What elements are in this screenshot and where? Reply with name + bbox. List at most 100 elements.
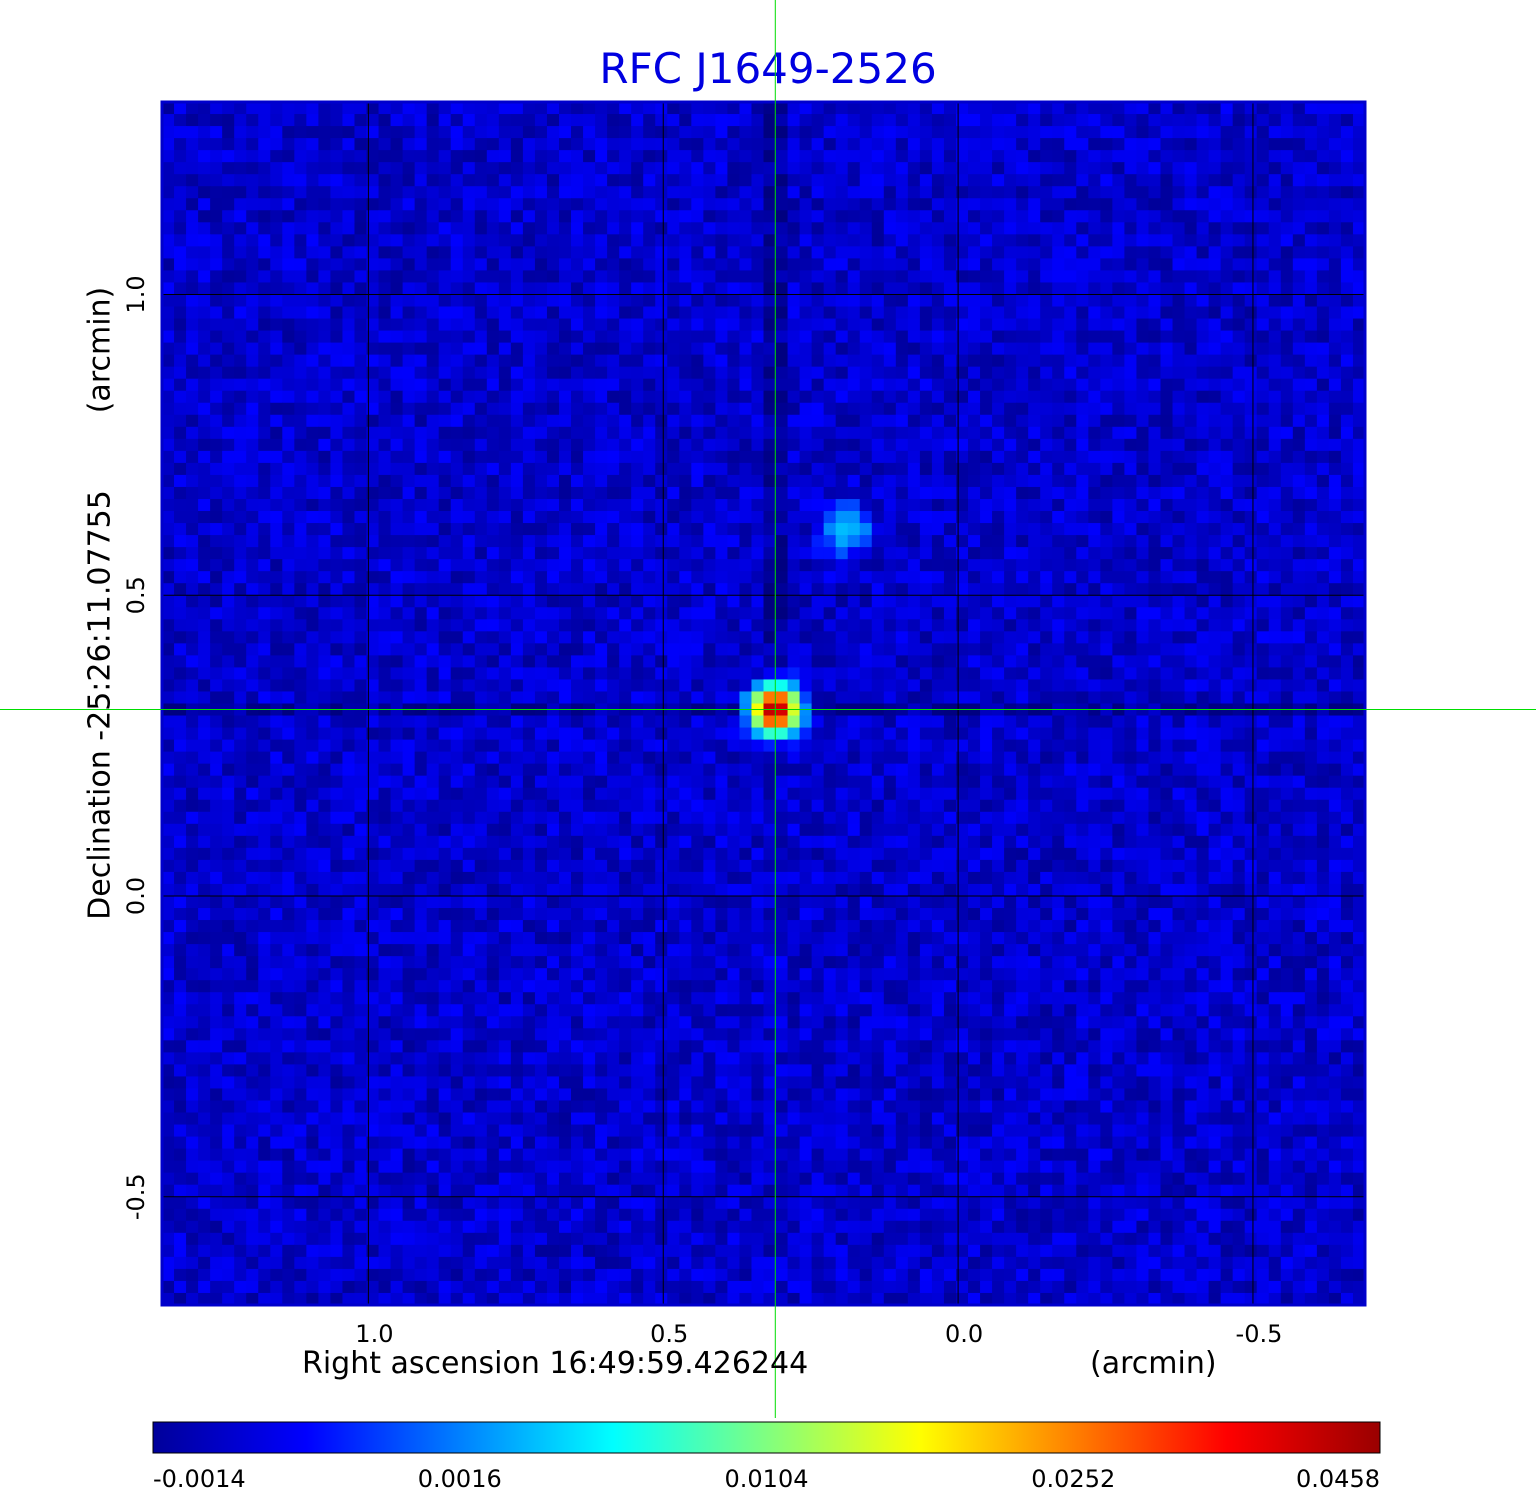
heat-cell — [174, 414, 187, 428]
heat-cell — [955, 631, 969, 644]
heat-cell — [835, 342, 849, 356]
heat-cell — [667, 222, 680, 235]
heat-cell — [775, 222, 789, 235]
heat-cell — [402, 571, 416, 584]
heat-cell — [1136, 234, 1150, 247]
heat-cell — [1196, 390, 1210, 404]
heat-cell — [1328, 198, 1342, 211]
heat-cell — [799, 450, 813, 464]
heat-cell — [1088, 210, 1101, 223]
heat-cell — [498, 498, 512, 512]
heat-cell — [751, 330, 765, 344]
heat-cell — [1124, 162, 1138, 175]
heat-cell — [1328, 607, 1342, 620]
heat-cell — [1340, 547, 1354, 560]
heat-cell — [1328, 571, 1342, 584]
heat-cell — [643, 547, 656, 560]
heat-cell — [1208, 210, 1222, 223]
heat-cell — [222, 511, 235, 524]
heat-cell — [715, 366, 729, 380]
heat-cell — [1064, 234, 1077, 247]
heat-cell — [847, 462, 861, 476]
heat-cell — [811, 619, 825, 632]
heat-cell — [571, 486, 584, 500]
heat-cell — [895, 559, 909, 572]
heat-cell — [607, 679, 620, 693]
heat-cell — [1088, 318, 1101, 332]
heat-cell — [546, 402, 560, 416]
heat-cell — [1112, 162, 1125, 175]
heat-cell — [246, 583, 259, 596]
heat-cell — [1040, 583, 1053, 596]
heat-cell — [1316, 222, 1330, 235]
heat-cell — [510, 126, 524, 139]
heat-cell — [835, 607, 849, 620]
heat-cell — [1232, 667, 1246, 681]
heat-cell — [234, 535, 247, 548]
heat-cell — [474, 547, 488, 560]
heat-cell — [1040, 450, 1053, 464]
heat-cell — [1280, 498, 1294, 512]
heat-cell — [943, 270, 957, 284]
heat-cell — [871, 162, 885, 175]
heat-cell — [234, 414, 247, 428]
heat-cell — [342, 631, 356, 644]
heat-cell — [679, 306, 692, 320]
heat-cell — [607, 559, 620, 572]
heat-cell — [799, 691, 813, 705]
heat-cell — [631, 535, 644, 548]
heat-cell — [450, 547, 464, 560]
heat-cell — [438, 186, 452, 199]
heat-cell — [1280, 294, 1294, 308]
heat-cell — [727, 246, 741, 259]
heat-cell — [222, 523, 235, 536]
heat-cell — [246, 679, 259, 693]
heat-cell — [571, 210, 584, 223]
heat-cell — [1280, 691, 1294, 705]
heat-cell — [968, 679, 981, 693]
heat-cell — [486, 679, 500, 693]
heat-cell — [955, 186, 969, 199]
heat-cell — [366, 462, 380, 476]
heat-cell — [679, 426, 692, 440]
heat-cell — [450, 318, 464, 332]
heat-cell — [450, 102, 464, 115]
heat-cell — [583, 282, 596, 296]
heat-cell — [1352, 559, 1365, 572]
heat-cell — [787, 498, 801, 512]
heat-cell — [546, 390, 560, 404]
heat-cell — [1040, 402, 1053, 416]
heat-cell — [1052, 571, 1065, 584]
heat-cell — [474, 222, 488, 235]
heat-cell — [1292, 619, 1306, 632]
heat-cell — [1160, 102, 1174, 115]
heat-cell — [1148, 246, 1162, 259]
heat-cell — [390, 330, 404, 344]
heat-cell — [1280, 234, 1294, 247]
heat-cell — [655, 126, 668, 139]
heat-cell — [595, 631, 608, 644]
heat-cell — [835, 414, 849, 428]
heat-cell — [1076, 438, 1089, 452]
heat-cell — [1184, 246, 1198, 259]
heat-cell — [174, 426, 187, 440]
heat-cell — [1292, 150, 1306, 163]
heat-cell — [1256, 150, 1270, 163]
heat-cell — [1160, 535, 1174, 548]
heat-cell — [739, 186, 753, 199]
heat-cell — [583, 511, 596, 524]
heat-cell — [835, 330, 849, 344]
heat-cell — [1172, 631, 1186, 644]
heat-cell — [318, 559, 332, 572]
heat-cell — [1148, 138, 1162, 151]
heat-cell — [1232, 198, 1246, 211]
heat-cell — [1076, 330, 1089, 344]
heat-cell — [583, 426, 596, 440]
heat-cell — [522, 282, 536, 296]
heat-cell — [739, 559, 753, 572]
heat-cell — [186, 126, 199, 139]
heat-cell — [1244, 474, 1258, 488]
heat-cell — [871, 462, 885, 476]
heat-cell — [1136, 366, 1150, 380]
heat-cell — [980, 354, 993, 368]
